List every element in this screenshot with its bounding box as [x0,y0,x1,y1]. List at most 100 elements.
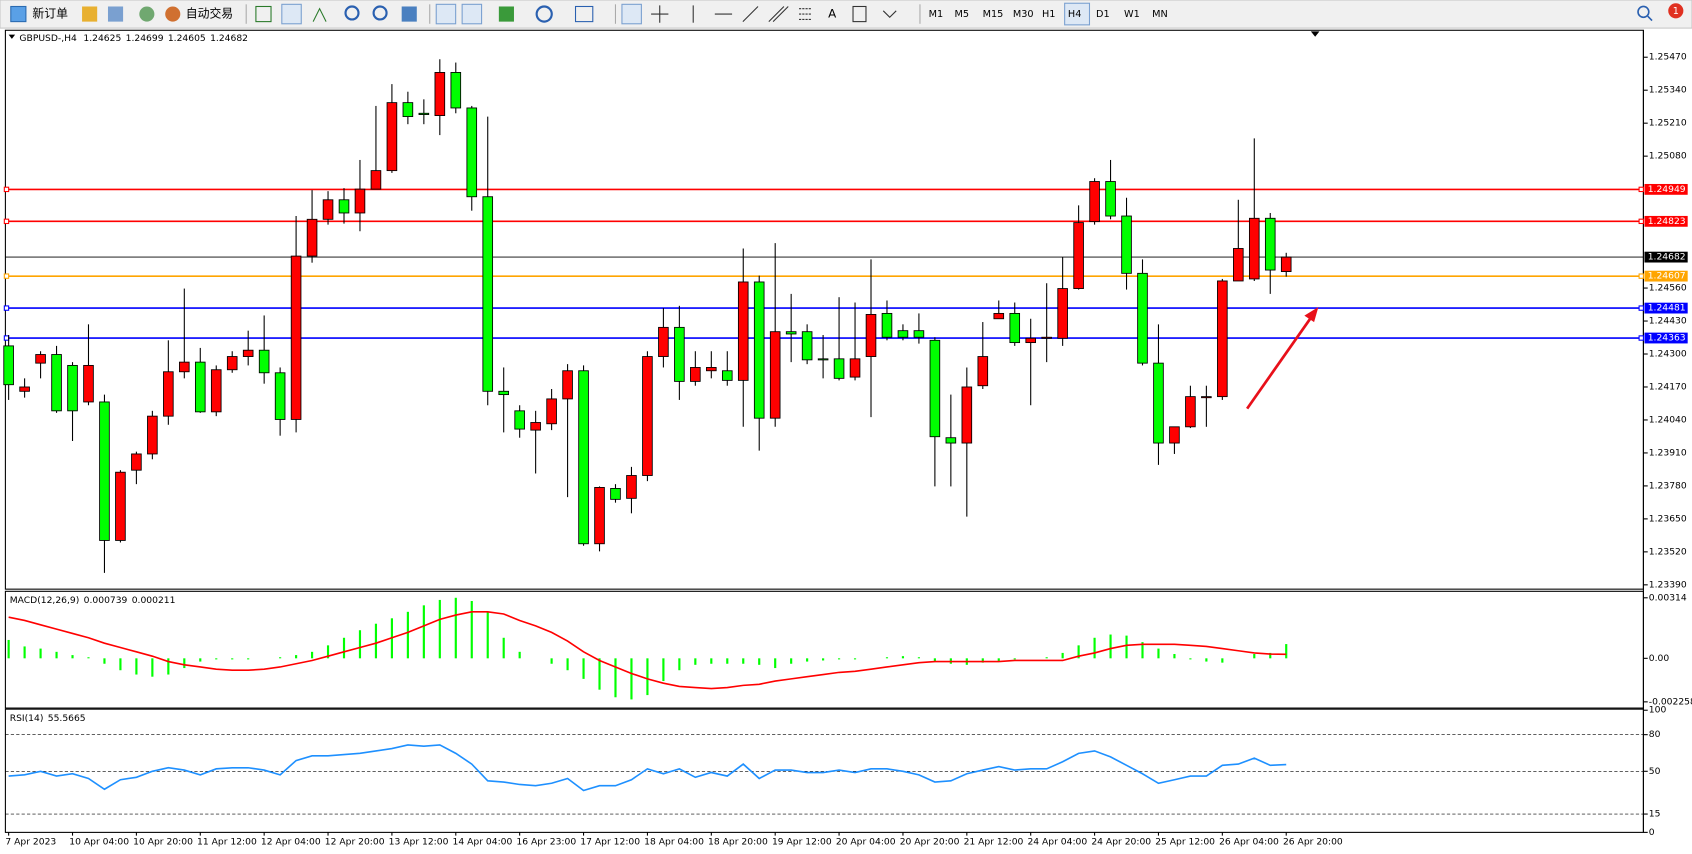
timeframe-button[interactable]: M30 [1013,9,1034,20]
fibo-tool[interactable] [799,8,812,20]
auto-trading-button[interactable]: 自动交易 [186,7,233,21]
y-tick-label: 1.24430 [1649,316,1687,327]
macd-bar [917,657,920,659]
label-tool[interactable] [852,5,867,23]
new-order-button[interactable]: 新订单 [32,7,68,21]
periods[interactable] [535,5,553,23]
price-tag: 1.24823 [1648,216,1686,227]
timeframe-button[interactable]: H4 [1068,9,1081,20]
chart-title: GBPUSD-,H4 [19,32,77,43]
candle-body [258,349,270,374]
timeframe-button[interactable]: M5 [955,9,970,20]
search[interactable] [1637,5,1650,19]
macd-bar [215,658,218,660]
trendline-tool[interactable] [742,6,759,23]
macd-bar [598,658,601,690]
macd-bar [790,658,793,664]
last-high: 1.24699 [126,32,164,43]
zoom-in[interactable] [344,5,360,21]
tool-icon[interactable] [107,6,124,22]
new-order-icon[interactable] [10,5,27,23]
y-tick-label: 1.23910 [1649,447,1687,458]
tile-windows[interactable] [401,6,417,22]
candle-body [849,358,861,378]
timeframe-button[interactable]: MN [1152,9,1168,20]
candle-chart-tool[interactable] [281,3,302,25]
auto-trading-icon[interactable] [165,6,181,22]
macd-bar [502,637,505,659]
macd-bar [438,599,441,659]
candle-body [83,364,94,403]
macd-bar [630,658,633,700]
y-tick-label: 1.23780 [1649,480,1687,491]
candle-body [1105,181,1116,217]
line-chart-tool[interactable] [312,7,327,22]
candle-body [3,345,14,386]
channel-tool[interactable] [768,6,789,23]
candle-body [434,72,446,116]
indicators[interactable] [498,6,514,22]
candle-body [370,170,382,190]
x-tick-label: 21 Apr 12:00 [964,837,1024,848]
timeframe-button[interactable]: D1 [1096,9,1110,20]
macd-bar [374,623,378,659]
x-tick-label: 18 Apr 04:00 [644,837,704,848]
tool-icon[interactable] [139,6,155,22]
last-close: 1.24682 [210,32,248,43]
crosshair-tool[interactable] [651,5,669,23]
level-handle [1638,186,1644,193]
macd-bar [566,658,569,671]
notification-badge[interactable] [1668,3,1684,19]
signal-line [8,611,1287,690]
shift-marker [1310,31,1320,37]
toolbar: 新订单 自动交易 A M1 M5 M15 M30 H1 H4 D1 W1 MN [0,0,1692,29]
y-tick-label: 1.23390 [1649,579,1687,590]
candle-body [769,331,781,419]
price-tag-bg [1644,215,1688,227]
macd-bar [454,597,457,659]
candle-body [753,281,765,419]
rsi-header: RSI(14) 55.5665 [10,712,86,723]
candle-body [51,354,62,412]
chart-shift[interactable] [461,3,483,25]
zoom-out[interactable] [372,5,388,21]
macd-bar [1189,658,1192,660]
macd-bar [470,601,473,659]
macd-bar [614,658,617,698]
arrows-tool[interactable] [882,10,897,19]
candle-body [817,358,829,361]
timeframe-button[interactable]: M15 [983,9,1004,20]
text-tool[interactable]: A [828,7,837,21]
macd-bar [1285,644,1288,659]
macd-panel [4,590,1644,709]
timeframe-button[interactable]: H1 [1042,9,1055,20]
y-tick-label: 100 [1649,705,1667,716]
macd-bar [199,658,202,662]
level-handle [1638,273,1644,279]
macd-bar [774,658,777,669]
bar-chart-tool[interactable] [255,5,272,23]
candle-body [1264,217,1276,271]
tool-icon[interactable] [82,6,98,22]
macd-bar [726,658,729,664]
templates[interactable] [574,5,594,23]
timeframe-button[interactable]: M1 [929,9,944,20]
search [1647,15,1653,22]
candle-body [242,349,254,357]
x-tick-label: 24 Apr 20:00 [1091,837,1151,848]
timeframe-button[interactable]: W1 [1124,9,1140,20]
cursor-tool[interactable] [621,3,642,25]
candle-body [721,370,733,381]
macd-bar [247,658,250,660]
macd-bar [1173,654,1176,659]
macd-bar [1061,652,1064,659]
x-tick-label: 19 Apr 12:00 [772,837,832,848]
macd-bar [1013,658,1016,660]
candle-body [977,356,989,387]
candle-body [1185,396,1196,428]
autoscroll[interactable] [435,3,457,25]
macd-bar [933,658,936,662]
candle-body [594,487,605,545]
candle-body [450,72,462,109]
